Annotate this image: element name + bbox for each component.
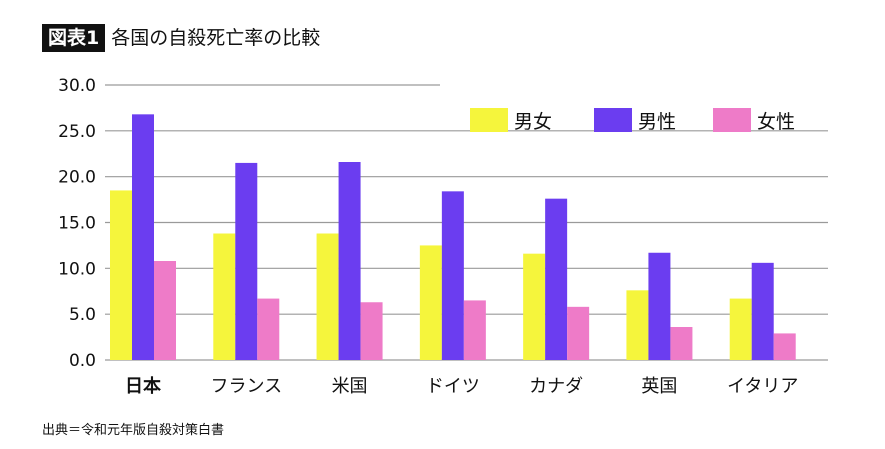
legend-swatch-1 <box>470 108 508 132</box>
bar-3-6 <box>670 327 693 360</box>
bar-2-4 <box>441 191 464 360</box>
y-tick-label: 25.0 <box>58 122 96 142</box>
x-tick-label: ドイツ <box>426 376 480 397</box>
bar-3-1 <box>154 261 176 360</box>
legend-label-3: 女性 <box>757 111 795 133</box>
y-tick-label: 30.0 <box>58 76 96 96</box>
bar-2-1 <box>132 114 154 360</box>
source-note: 出典＝令和元年版自殺対策白書 <box>42 423 225 438</box>
bar-1-2 <box>213 233 236 360</box>
bar-3-5 <box>567 306 590 360</box>
bar-3-7 <box>773 333 796 360</box>
bar-2-7 <box>751 262 774 360</box>
bar-1-1 <box>110 190 132 360</box>
legend-label-1: 男女 <box>514 111 552 133</box>
bar-3-2 <box>257 298 280 360</box>
x-tick-label: 米国 <box>332 376 368 397</box>
x-tick-label: イタリア <box>727 376 798 397</box>
bar-2-5 <box>545 198 568 360</box>
y-tick-label: 15.0 <box>58 214 96 234</box>
chart-title: 図表1 各国の自殺死亡率の比較 <box>42 23 320 53</box>
bar-2-3 <box>338 162 361 360</box>
bar-1-4 <box>419 245 442 360</box>
bar-1-7 <box>729 298 752 360</box>
bar-1-6 <box>626 290 649 360</box>
figure-tag: 図表1 <box>42 24 106 52</box>
x-tick-label: カナダ <box>529 376 583 397</box>
x-tick-label: フランス <box>210 376 282 397</box>
x-tick-label: 日本 <box>125 375 161 397</box>
chart-title-text: 各国の自殺死亡率の比較 <box>111 27 321 49</box>
bar-3-3 <box>360 302 383 360</box>
legend-swatch-2 <box>594 108 632 132</box>
y-tick-label: 5.0 <box>69 305 96 325</box>
y-tick-label: 10.0 <box>58 259 96 279</box>
bar-2-6 <box>648 252 671 360</box>
bar-3-4 <box>463 300 486 360</box>
x-tick-label: 英国 <box>641 376 677 397</box>
y-tick-label: 0.0 <box>69 351 96 371</box>
bar-1-5 <box>523 253 546 360</box>
y-tick-label: 20.0 <box>58 168 96 188</box>
bar-2-2 <box>235 162 258 360</box>
legend-label-2: 男性 <box>638 111 676 133</box>
legend-swatch-3 <box>713 108 751 132</box>
bar-1-3 <box>316 233 339 360</box>
